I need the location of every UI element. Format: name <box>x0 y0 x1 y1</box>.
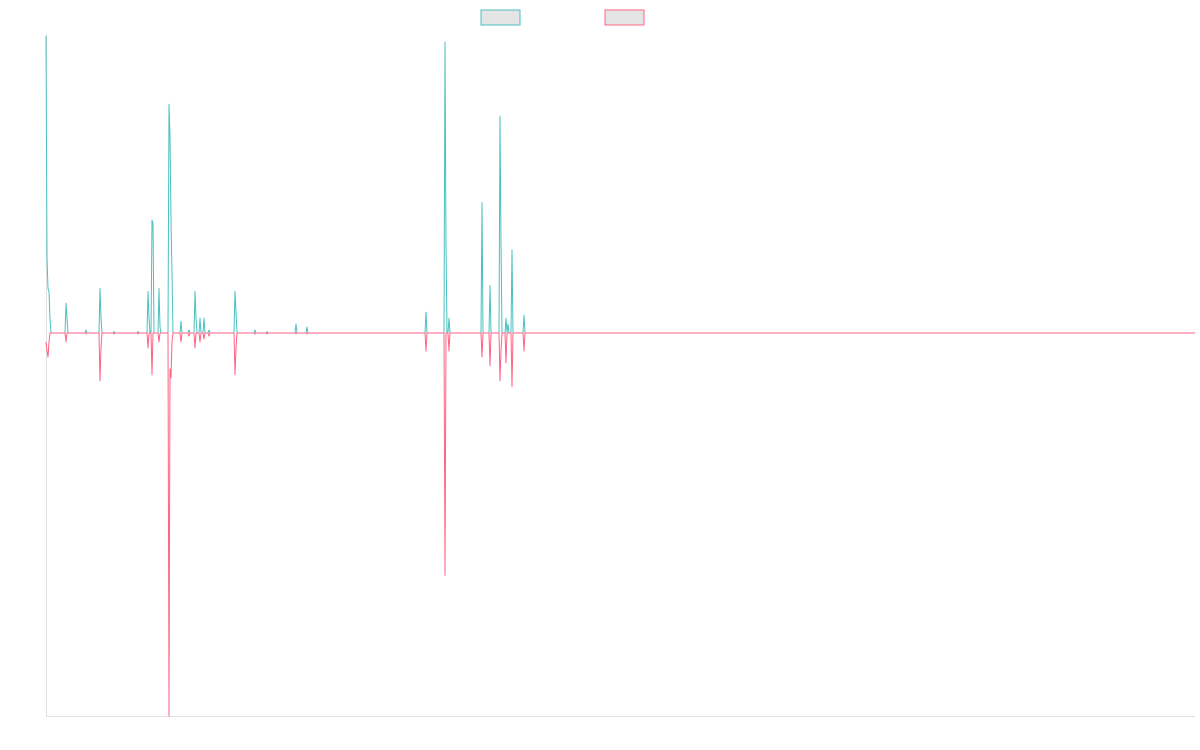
series-line-1 <box>45 35 1195 334</box>
legend-item-series-2[interactable] <box>604 9 645 26</box>
series-layer <box>45 35 1195 717</box>
legend-swatch-series-1 <box>480 9 521 26</box>
series-line-2 <box>45 332 1195 717</box>
legend-item-series-1[interactable] <box>480 9 521 26</box>
legend-swatch-series-2 <box>604 9 645 26</box>
legend <box>480 9 645 26</box>
